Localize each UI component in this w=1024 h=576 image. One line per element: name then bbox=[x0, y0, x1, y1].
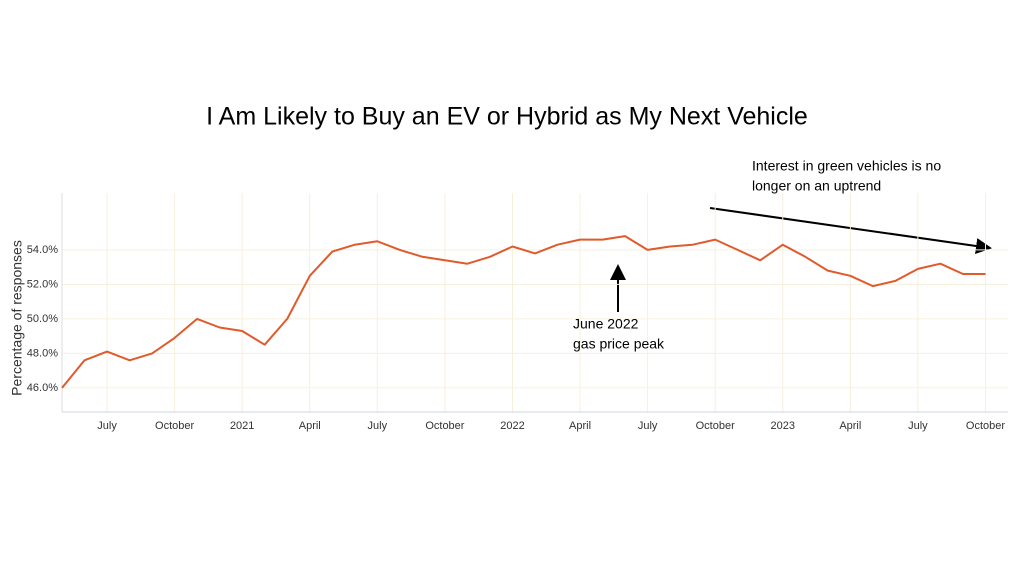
data-line bbox=[61, 235, 986, 389]
annotation: Interest in green vehicles is no bbox=[752, 158, 941, 174]
x-tick-label: April bbox=[839, 420, 861, 432]
x-tick-label: October bbox=[696, 420, 735, 432]
annotation: gas price peak bbox=[573, 336, 665, 352]
x-tick-label: July bbox=[97, 420, 117, 432]
annotation: June 2022 bbox=[573, 316, 639, 332]
x-tick-label: July bbox=[908, 420, 928, 432]
annotation: longer on an uptrend bbox=[752, 178, 881, 194]
x-tick-label: October bbox=[966, 420, 1005, 432]
x-tick-label: July bbox=[368, 420, 388, 432]
x-tick-label: 2021 bbox=[230, 420, 254, 432]
x-tick-label: July bbox=[638, 420, 658, 432]
y-tick-label: 50.0% bbox=[27, 313, 58, 325]
y-tick-label: 46.0% bbox=[27, 382, 58, 394]
y-tick-label: 52.0% bbox=[27, 278, 58, 290]
y-tick-label: 48.0% bbox=[27, 347, 58, 359]
x-tick-label: October bbox=[155, 420, 194, 432]
x-tick-label: April bbox=[569, 420, 591, 432]
y-tick-label: 54.0% bbox=[27, 244, 58, 256]
x-tick-label: 2022 bbox=[500, 420, 524, 432]
x-tick-label: April bbox=[299, 420, 321, 432]
x-tick-label: October bbox=[425, 420, 464, 432]
x-tick-label: 2023 bbox=[771, 420, 795, 432]
chart-title: I Am Likely to Buy an EV or Hybrid as My… bbox=[206, 103, 808, 131]
y-axis-label: Percentage of responses bbox=[9, 240, 25, 396]
